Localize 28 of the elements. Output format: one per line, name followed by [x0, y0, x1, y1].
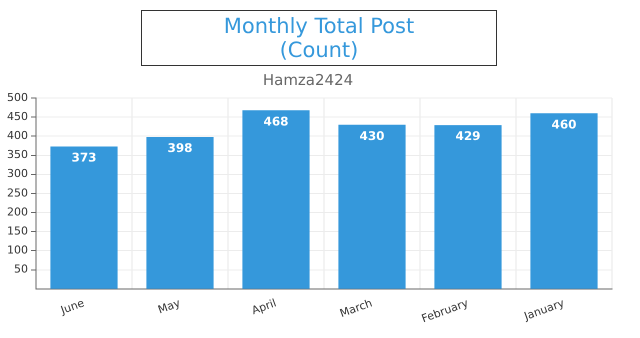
x-tick-label: May [156, 296, 182, 316]
y-tick-label: 500 [6, 90, 28, 104]
y-tick-label: 50 [14, 262, 28, 276]
bar [338, 124, 406, 289]
y-tick-label: 300 [6, 167, 28, 180]
y-tick-label: 400 [6, 129, 28, 142]
bar [50, 146, 118, 289]
chart-title: Monthly Total Post (Count) [141, 10, 497, 66]
data-label: 468 [263, 114, 289, 128]
bar [242, 110, 310, 289]
data-label: 373 [71, 150, 97, 165]
y-tick-label: 350 [6, 148, 28, 162]
data-label: 430 [359, 128, 385, 143]
y-tick-label: 250 [6, 186, 28, 200]
x-tick-label: June [58, 296, 86, 318]
x-tick-label: April [250, 296, 278, 318]
bar [434, 125, 502, 289]
chart-subtitle: Hamza2424 [262, 70, 354, 89]
data-label: 429 [455, 129, 481, 144]
data-label: 398 [167, 141, 193, 156]
y-tick-label: 150 [6, 224, 28, 238]
bar [530, 113, 598, 289]
y-tick-label: 200 [6, 205, 28, 218]
data-label: 460 [551, 117, 577, 132]
y-tick-label: 100 [6, 244, 28, 257]
x-tick-label: March [338, 296, 374, 320]
bar [146, 136, 214, 289]
y-tick-label: 450 [6, 110, 28, 123]
